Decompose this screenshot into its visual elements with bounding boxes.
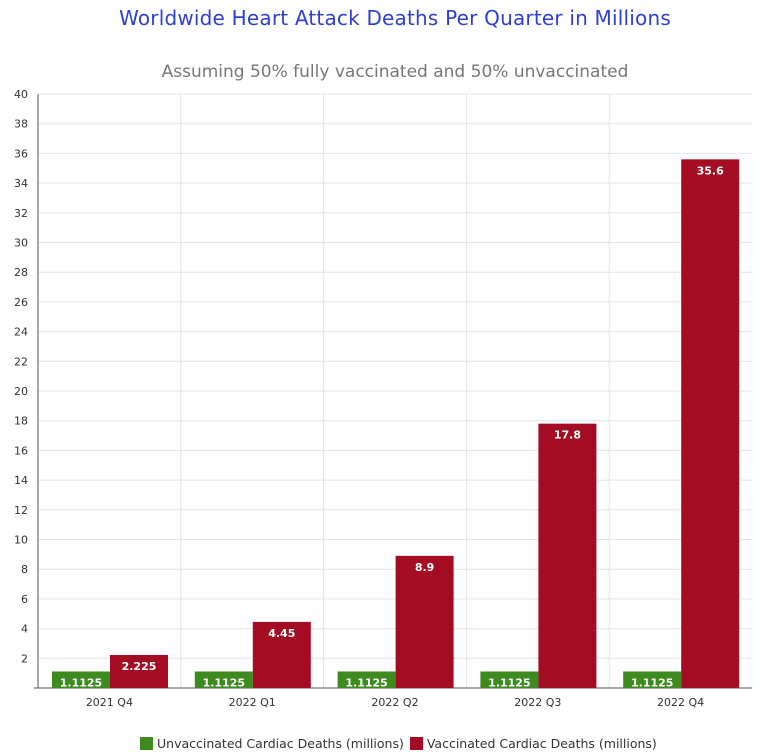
- x-tick-label: 2022 Q4: [657, 696, 704, 709]
- bar-data-label: 1.1125: [488, 676, 530, 689]
- y-tick-label: 8: [21, 563, 28, 576]
- bar-unvaccinated: [623, 671, 682, 688]
- bar-data-label: 8.9: [415, 561, 435, 574]
- y-tick-label: 2: [21, 652, 28, 665]
- x-tick-label: 2021 Q4: [86, 696, 133, 709]
- y-tick-label: 18: [14, 415, 28, 428]
- bar-data-label: 1.1125: [631, 676, 673, 689]
- legend-swatch-unvaccinated: [140, 737, 153, 750]
- y-tick-label: 4: [21, 623, 28, 636]
- bar-data-label: 35.6: [697, 164, 724, 177]
- legend-label-unvaccinated: Unvaccinated Cardiac Deaths (millions): [157, 736, 404, 751]
- bar-data-label: 1.1125: [203, 676, 245, 689]
- bar-vaccinated: [110, 654, 168, 688]
- bar-data-label: 1.1125: [345, 676, 387, 689]
- y-tick-label: 12: [14, 504, 28, 517]
- x-tick-label: 2022 Q2: [371, 696, 418, 709]
- y-tick-label: 14: [14, 474, 28, 487]
- bar-unvaccinated: [337, 671, 396, 688]
- legend-label-vaccinated: Vaccinated Cardiac Deaths (millions): [426, 736, 657, 751]
- y-tick-label: 22: [14, 355, 28, 368]
- bar-data-label: 1.1125: [60, 676, 102, 689]
- y-tick-label: 16: [14, 444, 28, 457]
- y-tick-label: 26: [14, 296, 28, 309]
- y-tick-label: 36: [14, 147, 28, 160]
- chart-title: Worldwide Heart Attack Deaths Per Quarte…: [119, 6, 671, 30]
- y-tick-label: 10: [14, 534, 28, 547]
- bar-data-label: 17.8: [554, 429, 581, 442]
- y-tick-label: 20: [14, 385, 28, 398]
- bar-vaccinated: [395, 555, 454, 688]
- chart-legend: Unvaccinated Cardiac Deaths (millions) V…: [140, 736, 663, 751]
- bar-vaccinated: [252, 621, 311, 688]
- legend-swatch-vaccinated: [409, 737, 423, 750]
- y-tick-label: 24: [14, 326, 28, 339]
- bar-unvaccinated: [194, 671, 253, 688]
- y-tick-label: 28: [14, 266, 28, 279]
- y-tick-label: 34: [14, 177, 28, 190]
- bar-data-label: 2.225: [122, 660, 157, 673]
- y-tick-label: 30: [14, 237, 28, 250]
- bar-chart: 2468101214161820222426283032343638401.11…: [14, 88, 752, 709]
- bar-unvaccinated: [480, 671, 539, 688]
- y-tick-label: 38: [14, 118, 28, 131]
- legend-item-unvaccinated[interactable]: Unvaccinated Cardiac Deaths (millions): [140, 736, 404, 751]
- legend-item-vaccinated[interactable]: Vaccinated Cardiac Deaths (millions): [409, 736, 657, 751]
- x-tick-label: 2022 Q3: [514, 696, 561, 709]
- y-tick-label: 32: [14, 207, 28, 220]
- x-tick-label: 2022 Q1: [229, 696, 276, 709]
- chart-subtitle: Assuming 50% fully vaccinated and 50% un…: [161, 62, 629, 82]
- y-tick-label: 6: [21, 593, 28, 606]
- y-tick-label: 40: [14, 88, 28, 101]
- bar-vaccinated: [538, 423, 597, 688]
- bar-unvaccinated: [52, 671, 110, 688]
- bar-vaccinated: [681, 159, 740, 689]
- bar-data-label: 4.45: [268, 627, 295, 640]
